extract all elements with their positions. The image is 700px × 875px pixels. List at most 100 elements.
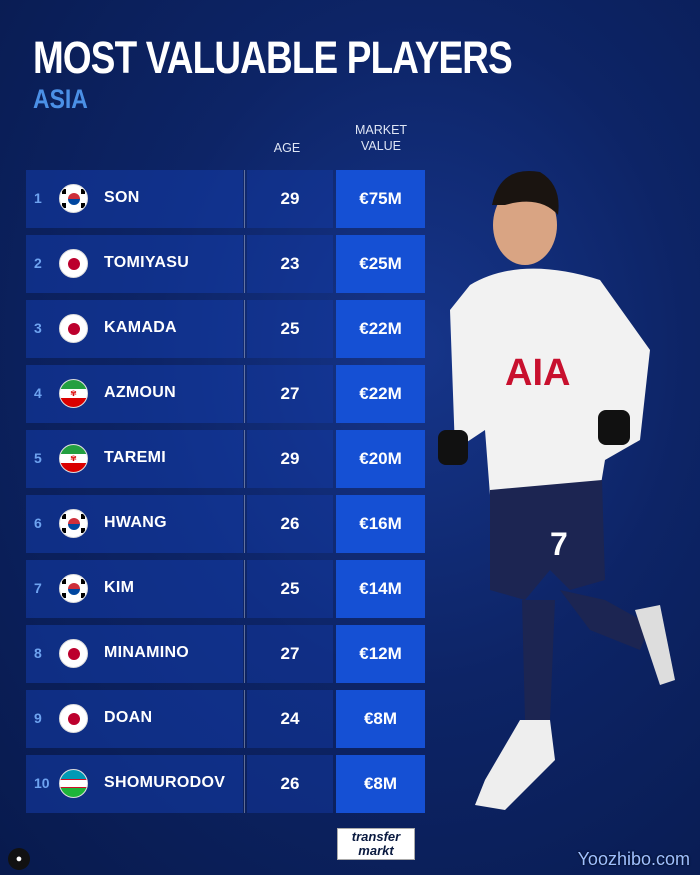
- market-value-cell: €8M: [336, 690, 425, 748]
- player-row: 3 KAMADA 25 €22M: [26, 300, 426, 358]
- column-divider: [244, 365, 245, 423]
- column-divider: [244, 235, 245, 293]
- rank: 4: [34, 385, 42, 401]
- player-row: 6 HWANG 26 €16M: [26, 495, 426, 553]
- rank: 5: [34, 450, 42, 466]
- name-cell: 9 DOAN: [26, 690, 243, 748]
- rank: 6: [34, 515, 42, 531]
- age-cell: 24: [247, 690, 333, 748]
- player-right-boot: [635, 605, 675, 685]
- right-glove: [598, 410, 630, 445]
- market-value-cell: €20M: [336, 430, 425, 488]
- column-divider: [244, 625, 245, 683]
- player-row: 4 ✾ AZMOUN 27 €22M: [26, 365, 426, 423]
- uzbekistan-flag-icon: [59, 769, 88, 798]
- player-hair: [492, 170, 559, 215]
- rank: 9: [34, 710, 42, 726]
- player-name: KIM: [104, 579, 135, 596]
- column-divider: [244, 300, 245, 358]
- name-cell: 6 HWANG: [26, 495, 243, 553]
- player-row: 8 MINAMINO 27 €12M: [26, 625, 426, 683]
- age-cell: 27: [247, 365, 333, 423]
- column-divider: [244, 755, 245, 813]
- age-cell: 25: [247, 300, 333, 358]
- south-korea-flag-icon: [59, 574, 88, 603]
- rank: 10: [34, 775, 50, 791]
- rank: 2: [34, 255, 42, 271]
- player-name: MINAMINO: [104, 644, 190, 661]
- age-cell: 29: [247, 430, 333, 488]
- column-divider: [244, 690, 245, 748]
- player-name: SHOMURODOV: [104, 774, 226, 791]
- page-subtitle: ASIA: [33, 84, 88, 114]
- shirt-sponsor: AIA: [505, 352, 570, 394]
- player-row: 10 SHOMURODOV 26 €8M: [26, 755, 426, 813]
- player-left-boot: [475, 720, 555, 810]
- player-photo: AIA 7: [438, 170, 675, 810]
- column-divider: [244, 430, 245, 488]
- player-row: 7 KIM 25 €14M: [26, 560, 426, 618]
- name-cell: 8 MINAMINO: [26, 625, 243, 683]
- age-cell: 29: [247, 170, 333, 228]
- player-name: DOAN: [104, 709, 153, 726]
- player-shorts: [490, 480, 605, 600]
- watermark: Yoozhibo.com: [577, 849, 690, 869]
- player-name: TAREMI: [104, 449, 166, 466]
- player-row: 2 TOMIYASU 23 €25M: [26, 235, 426, 293]
- player-left-leg: [522, 600, 555, 720]
- age-cell: 23: [247, 235, 333, 293]
- rank: 7: [34, 580, 42, 596]
- player-row: 1 SON 29 €75M: [26, 170, 426, 228]
- name-cell: 3 KAMADA: [26, 300, 243, 358]
- age-cell: 27: [247, 625, 333, 683]
- market-value-cell: €22M: [336, 300, 425, 358]
- japan-flag-icon: [59, 249, 88, 278]
- column-divider: [244, 560, 245, 618]
- market-value-header: MARKET VALUE: [340, 122, 422, 154]
- iran-flag-icon: ✾: [59, 379, 88, 408]
- market-value-header-line2: VALUE: [360, 139, 402, 153]
- player-head: [493, 185, 557, 265]
- player-name: SON: [104, 189, 140, 206]
- logo-line2: markt: [358, 843, 394, 858]
- south-korea-flag-icon: [59, 509, 88, 538]
- name-cell: 2 TOMIYASU: [26, 235, 243, 293]
- user-icon[interactable]: ●: [8, 848, 30, 870]
- iran-flag-icon: ✾: [59, 444, 88, 473]
- player-name: KAMADA: [104, 319, 177, 336]
- market-value-cell: €14M: [336, 560, 425, 618]
- market-value-cell: €22M: [336, 365, 425, 423]
- transfermarkt-logo: transfer markt: [337, 828, 415, 860]
- player-row: 5 ✾ TAREMI 29 €20M: [26, 430, 426, 488]
- market-value-cell: €25M: [336, 235, 425, 293]
- name-cell: 5 ✾ TAREMI: [26, 430, 243, 488]
- name-cell: 1 SON: [26, 170, 243, 228]
- age-cell: 25: [247, 560, 333, 618]
- player-name: TOMIYASU: [104, 254, 190, 271]
- player-name: HWANG: [104, 514, 167, 531]
- player-name: AZMOUN: [104, 384, 177, 401]
- name-cell: 4 ✾ AZMOUN: [26, 365, 243, 423]
- japan-flag-icon: [59, 704, 88, 733]
- age-header: AGE: [273, 141, 301, 155]
- rank: 8: [34, 645, 42, 661]
- japan-flag-icon: [59, 314, 88, 343]
- market-value-header-line1: MARKET: [354, 123, 408, 137]
- japan-flag-icon: [59, 639, 88, 668]
- column-divider: [244, 495, 245, 553]
- market-value-cell: €12M: [336, 625, 425, 683]
- shorts-number: 7: [550, 526, 568, 562]
- market-value-cell: €16M: [336, 495, 425, 553]
- column-divider: [244, 170, 245, 228]
- age-cell: 26: [247, 495, 333, 553]
- page-title: MOST VALUABLE PLAYERS: [33, 32, 513, 83]
- logo-line1: transfer: [351, 829, 401, 844]
- age-cell: 26: [247, 755, 333, 813]
- market-value-cell: €75M: [336, 170, 425, 228]
- market-value-cell: €8M: [336, 755, 425, 813]
- name-cell: 7 KIM: [26, 560, 243, 618]
- player-right-leg: [560, 590, 650, 650]
- south-korea-flag-icon: [59, 184, 88, 213]
- player-row: 9 DOAN 24 €8M: [26, 690, 426, 748]
- name-cell: 10 SHOMURODOV: [26, 755, 243, 813]
